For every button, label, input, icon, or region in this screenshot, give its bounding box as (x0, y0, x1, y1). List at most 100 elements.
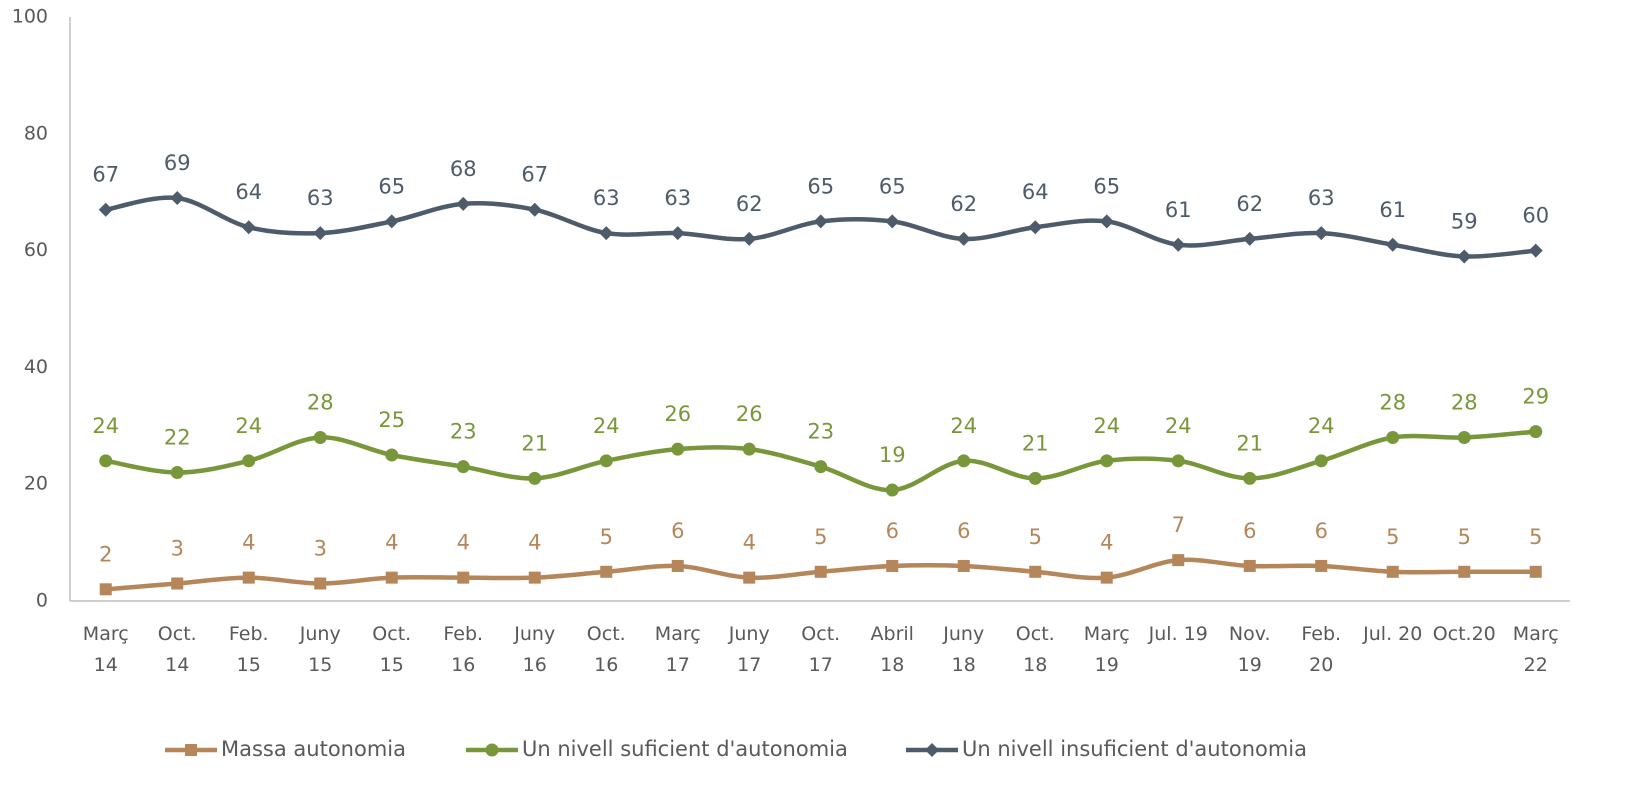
marker (1171, 454, 1185, 468)
marker (1315, 559, 1328, 572)
marker (98, 202, 113, 217)
data-label: 3 (314, 536, 327, 560)
marker (99, 583, 112, 596)
marker (1243, 559, 1256, 572)
marker (527, 202, 542, 217)
data-label: 22 (164, 426, 191, 450)
data-label: 67 (92, 163, 119, 187)
data-label: 24 (92, 414, 119, 438)
data-label: 26 (664, 402, 691, 426)
marker (1457, 430, 1471, 444)
y-tick-label: 100 (12, 6, 48, 28)
data-label: 60 (1522, 204, 1549, 228)
marker (99, 454, 113, 468)
marker (957, 454, 971, 468)
data-label: 6 (671, 519, 684, 543)
data-label: 21 (1022, 431, 1049, 455)
marker (670, 226, 685, 241)
data-label: 24 (1093, 414, 1120, 438)
x-tick-label: Març 17 (655, 623, 701, 676)
data-label: 67 (521, 163, 548, 187)
marker (671, 442, 685, 456)
marker (599, 454, 613, 468)
y-tick-label: 20 (24, 473, 48, 495)
data-label: 5 (1029, 525, 1042, 549)
x-tick-label: Feb. 16 (443, 623, 483, 676)
data-label: 21 (521, 431, 548, 455)
data-label: 62 (950, 192, 977, 216)
data-label: 4 (743, 531, 756, 555)
data-label: 5 (600, 525, 613, 549)
x-tick-label: Oct. 17 (801, 623, 840, 676)
data-label: 68 (450, 157, 477, 181)
y-tick-label: 40 (24, 356, 48, 378)
marker (1457, 249, 1472, 264)
data-label: 61 (1165, 198, 1192, 222)
data-label: 28 (1379, 390, 1406, 414)
marker (385, 448, 399, 462)
marker (1529, 425, 1543, 439)
data-label: 24 (1308, 414, 1335, 438)
marker (1172, 554, 1185, 567)
data-label: 24 (593, 414, 620, 438)
data-label: 6 (1243, 519, 1256, 543)
marker (813, 214, 828, 229)
x-tick-label: Juny 18 (942, 623, 984, 676)
data-label: 64 (1022, 180, 1049, 204)
marker (385, 571, 398, 584)
data-label: 5 (1458, 525, 1471, 549)
x-tick-label: Oct.20 (1433, 623, 1496, 645)
data-label: 4 (242, 531, 255, 555)
data-label: 5 (1386, 525, 1399, 549)
x-tick-label: Abril 18 (871, 623, 914, 676)
marker (1314, 226, 1329, 241)
data-label: 19 (879, 443, 906, 467)
marker (1029, 565, 1042, 578)
data-label: 2 (99, 542, 112, 566)
data-label: 65 (1093, 174, 1120, 198)
x-tick-label: Nov. 19 (1229, 623, 1271, 676)
data-label: 6 (1315, 519, 1328, 543)
marker (600, 565, 613, 578)
x-tick-label: Jul. 20 (1362, 623, 1422, 645)
marker (457, 571, 470, 584)
data-label: 69 (164, 151, 191, 175)
marker (742, 231, 757, 246)
data-label: 3 (171, 536, 184, 560)
y-tick-label: 0 (36, 590, 48, 612)
data-label: 5 (814, 525, 827, 549)
x-tick-label: Juny 16 (513, 623, 555, 676)
legend-label: Un nivell suficient d'autonomia (522, 737, 848, 761)
marker (456, 196, 471, 211)
x-tick-label: Oct. 14 (158, 623, 197, 676)
y-tick-label: 60 (24, 239, 48, 261)
x-tick-label: Juny 15 (299, 623, 341, 676)
data-label: 7 (1172, 513, 1185, 537)
marker (185, 744, 197, 756)
x-tick-label: Oct. 16 (587, 623, 626, 676)
marker (1028, 220, 1043, 235)
marker (528, 571, 541, 584)
legend-label: Massa autonomia (221, 737, 406, 761)
marker (456, 460, 470, 474)
x-tick-label: Juny 17 (728, 623, 770, 676)
data-label: 6 (886, 519, 899, 543)
marker (384, 214, 399, 229)
data-label: 28 (1451, 390, 1478, 414)
marker (314, 577, 327, 590)
x-tick-label: Oct. 15 (372, 623, 411, 676)
data-label: 4 (528, 531, 541, 555)
data-label: 63 (664, 186, 691, 210)
data-label: 24 (235, 414, 262, 438)
marker (1171, 237, 1186, 252)
data-label: 28 (307, 390, 334, 414)
data-label: 24 (1165, 414, 1192, 438)
marker (885, 214, 900, 229)
data-label: 63 (1308, 186, 1335, 210)
data-label: 5 (1529, 525, 1542, 549)
marker (886, 559, 899, 572)
marker (1100, 454, 1114, 468)
data-label: 62 (1236, 192, 1263, 216)
marker (743, 571, 756, 584)
data-label: 61 (1379, 198, 1406, 222)
